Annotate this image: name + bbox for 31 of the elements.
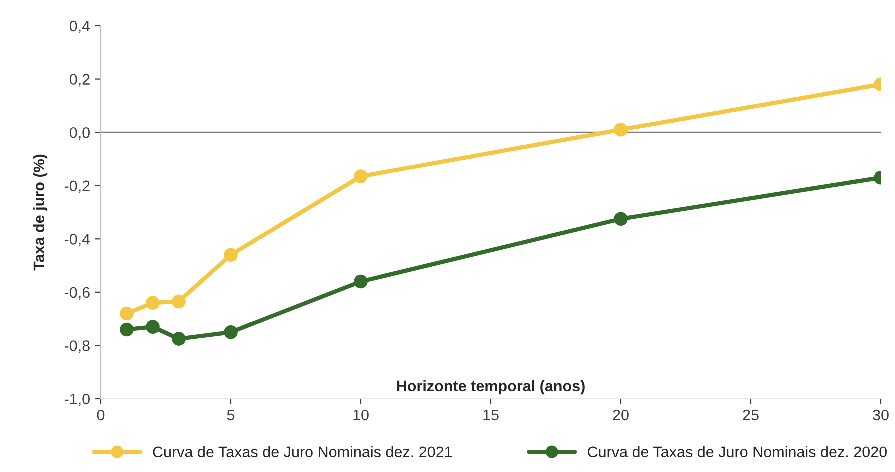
x-tick-label: 25 xyxy=(743,410,759,421)
point xyxy=(146,296,160,310)
point xyxy=(354,170,368,184)
x-tick-label: 15 xyxy=(484,410,499,421)
y-tick-label: 0,4 xyxy=(70,20,90,34)
point xyxy=(224,248,238,262)
x-tick-label: 30 xyxy=(873,410,889,421)
point xyxy=(146,320,160,334)
point xyxy=(172,294,186,309)
y-tick-label: -1,0 xyxy=(64,394,90,406)
point xyxy=(224,325,238,340)
point xyxy=(172,332,186,346)
x-tick-label: 10 xyxy=(354,410,369,421)
point xyxy=(354,274,368,289)
y-tick-label: 0,0 xyxy=(70,127,90,140)
point xyxy=(120,322,134,337)
x-tick-label: 20 xyxy=(613,410,629,421)
x-tick-label: 0 xyxy=(97,410,105,421)
y-tick-label: -0,4 xyxy=(64,234,90,247)
y-tick-label: -0,8 xyxy=(64,340,90,354)
x-axis-title: Horizonte temporal (anos) xyxy=(397,380,585,395)
y-tick-label: -0,2 xyxy=(64,180,90,194)
point xyxy=(614,123,628,137)
point xyxy=(614,212,628,226)
y-axis-title: Taxa de juro (%) xyxy=(33,154,48,271)
y-tick-label: 0,2 xyxy=(70,74,90,87)
point xyxy=(120,306,134,321)
legend-label: Curva de Taxas de Juro Nominais dez. 2021 xyxy=(153,446,452,458)
y-tick-label: -0,6 xyxy=(64,287,90,300)
legend-label: Curva de Taxas de Juro Nominais dez. 2020 xyxy=(588,446,888,458)
x-tick-label: 5 xyxy=(227,410,235,421)
